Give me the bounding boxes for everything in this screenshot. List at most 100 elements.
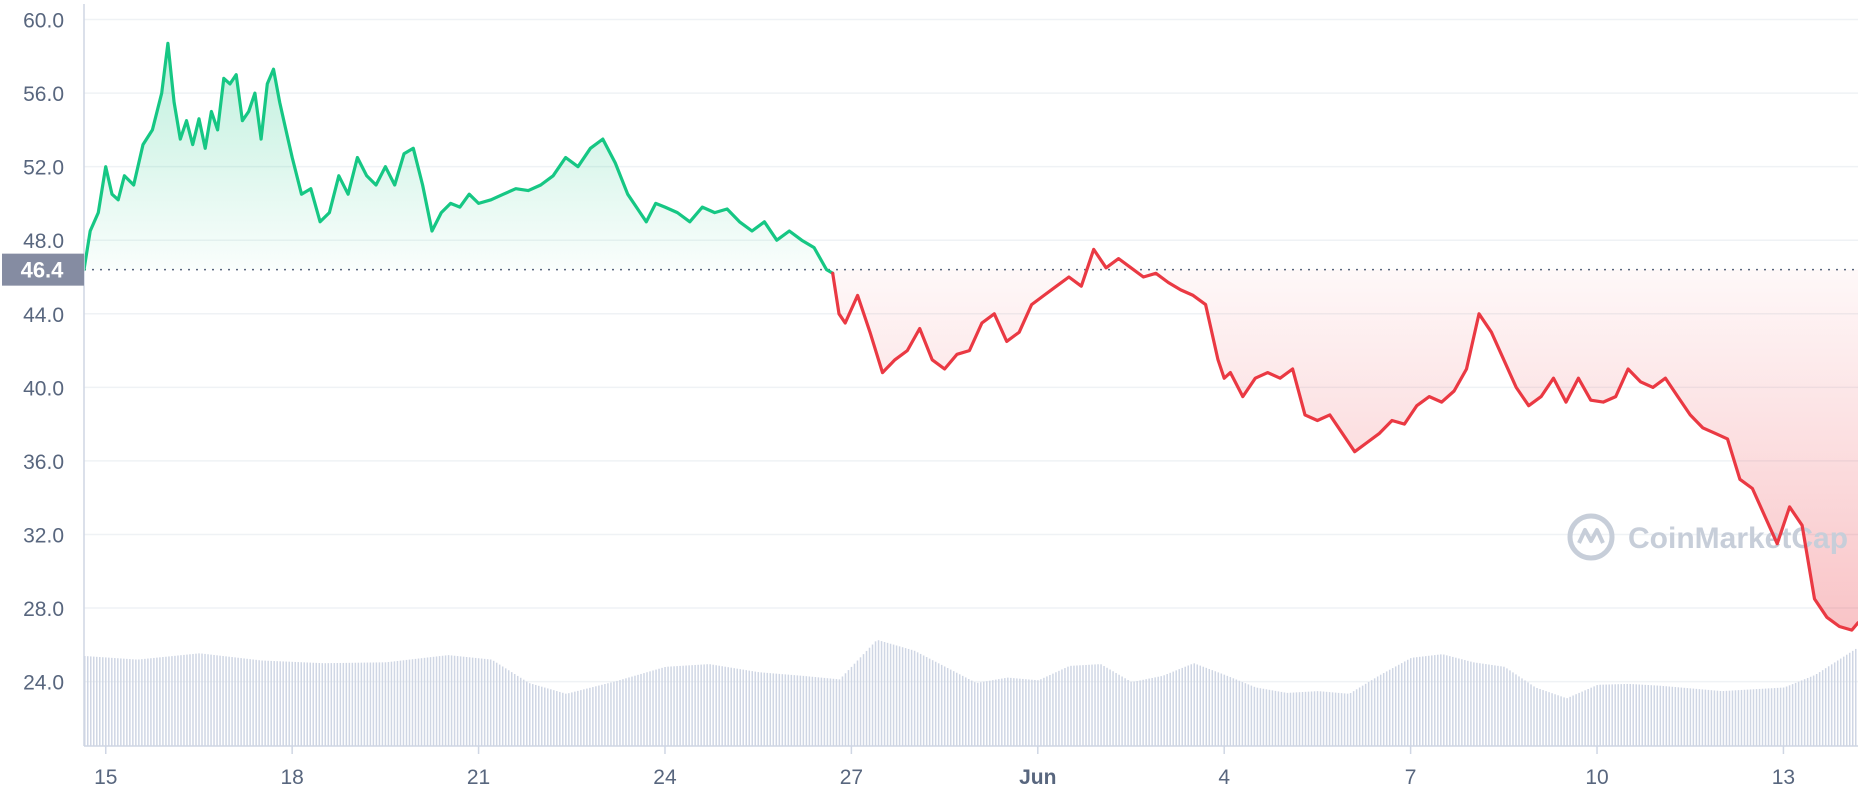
volume-bar <box>1343 693 1346 746</box>
volume-bar <box>880 641 883 746</box>
volume-bar <box>99 657 101 746</box>
volume-bar <box>228 656 230 746</box>
volume-bar <box>1431 655 1433 746</box>
current-price-label: 46.4 <box>21 258 65 283</box>
volume-bar <box>1337 692 1340 746</box>
volume-bar <box>117 658 119 746</box>
volume-bar <box>1665 686 1668 746</box>
volume-bar <box>324 663 327 746</box>
volume-bar <box>1638 684 1641 746</box>
volume-bar <box>246 658 248 746</box>
volume-bar <box>177 655 179 746</box>
volume-bar <box>1034 679 1036 746</box>
volume-bar <box>138 659 140 746</box>
volume-bar <box>793 675 796 746</box>
volume-bar <box>1560 696 1562 746</box>
volume-bar <box>1686 688 1689 746</box>
volume-bar <box>363 662 366 746</box>
volume-bar <box>1440 654 1442 746</box>
volume-bar <box>1575 694 1577 746</box>
volume-bar <box>1049 675 1051 746</box>
volume-bar <box>492 660 495 746</box>
volume-bar <box>667 666 669 746</box>
volume-bar <box>643 673 645 746</box>
volume-bar <box>1443 654 1445 746</box>
volume-bar <box>1731 690 1734 746</box>
volume-bar <box>529 683 531 746</box>
volume-bar <box>1391 668 1394 746</box>
volume-bar <box>1370 680 1373 746</box>
volume-bar <box>1521 678 1523 746</box>
volume-bar <box>1298 692 1301 746</box>
volume-bar <box>309 662 312 746</box>
volume-bar <box>489 659 492 746</box>
volume-bar <box>805 676 808 746</box>
volume-bar <box>859 657 862 746</box>
volume-bar <box>1833 662 1836 746</box>
x-tick-label: 24 <box>653 766 677 789</box>
volume-bar <box>96 656 98 746</box>
volume-bar <box>619 680 621 746</box>
volume-bar <box>1394 666 1397 746</box>
volume-bar <box>607 683 609 746</box>
volume-bar <box>165 656 167 746</box>
volume-bar <box>700 664 702 746</box>
volume-bar <box>372 662 375 746</box>
volume-bar <box>1695 688 1698 746</box>
volume-bar <box>1848 652 1851 746</box>
volume-bar <box>1839 658 1842 746</box>
volume-bar <box>1169 672 1171 746</box>
volume-bar <box>348 662 351 746</box>
volume-bar <box>429 657 432 746</box>
volume-bar <box>1773 688 1776 746</box>
volume-bar <box>1437 654 1439 746</box>
volume-bar <box>1470 661 1472 746</box>
volume-bar <box>432 656 435 746</box>
volume-bar <box>1698 689 1701 746</box>
volume-bar <box>1073 665 1075 746</box>
volume-bar <box>1334 692 1337 746</box>
volume-bar <box>547 688 549 746</box>
volume-bar <box>1527 682 1529 746</box>
volume-bar <box>1088 664 1090 746</box>
y-tick-label: 36.0 <box>23 451 64 474</box>
volume-bar <box>399 660 402 746</box>
volume-bar <box>685 665 687 746</box>
volume-bar <box>1557 695 1559 746</box>
volume-bar <box>1130 681 1132 746</box>
volume-bar <box>447 655 450 746</box>
volume-bar <box>1503 666 1505 746</box>
volume-bar <box>1578 692 1580 746</box>
volume-bar <box>995 679 997 746</box>
volume-bar <box>207 654 209 746</box>
volume-bar <box>808 676 811 746</box>
volume-bar <box>255 659 257 746</box>
volume-bar <box>1800 680 1803 746</box>
volume-bar <box>1572 695 1574 746</box>
volume-bar <box>1476 662 1478 746</box>
volume-bar <box>823 677 826 746</box>
volume-bar <box>1397 664 1400 746</box>
volume-bar <box>730 667 732 746</box>
volume-bar <box>706 664 708 746</box>
volume-bar <box>1097 664 1099 746</box>
volume-bar <box>1085 664 1087 746</box>
volume-bar <box>1611 684 1613 746</box>
volume-bar <box>471 657 474 746</box>
volume-bar <box>126 658 128 746</box>
volume-bar <box>1764 688 1767 746</box>
volume-bar <box>1599 684 1601 746</box>
volume-bar <box>1181 667 1183 746</box>
volume-bar <box>1295 692 1298 746</box>
volume-bar <box>1040 679 1042 746</box>
volume-bar <box>1379 674 1382 746</box>
volume-bar <box>1355 689 1358 746</box>
volume-bar <box>219 655 221 746</box>
volume-bar <box>1037 680 1039 746</box>
volume-bar <box>682 665 684 746</box>
volume-bar <box>510 672 513 746</box>
volume-bar <box>291 661 293 746</box>
volume-bar <box>315 662 318 746</box>
volume-bar <box>354 662 357 746</box>
volume-bar <box>1238 680 1241 746</box>
